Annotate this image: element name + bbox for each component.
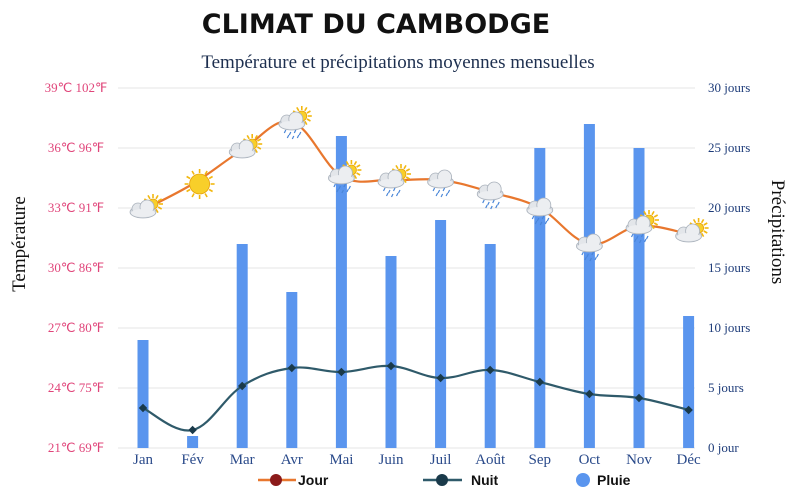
cloud-rain-icon xyxy=(576,233,603,262)
legend-label-nuit: Nuit xyxy=(471,472,499,488)
x-tick-label: Nov xyxy=(626,452,652,468)
night-point xyxy=(436,373,445,383)
y-axis-label-left: Température xyxy=(9,196,30,292)
x-tick-label: Avr xyxy=(281,452,303,468)
rain-bar xyxy=(633,148,645,448)
chart-subtitle: Température et précipitations moyennes m… xyxy=(201,52,594,73)
partly-cloudy-icon xyxy=(228,134,263,159)
y-tick-right: 0 jour xyxy=(708,440,739,455)
y-tick-right: 5 jours xyxy=(708,380,744,395)
series-line-nuit xyxy=(142,364,689,432)
cloud-rain-icon xyxy=(476,181,504,210)
grid-lines xyxy=(118,87,695,449)
rain-bar xyxy=(683,316,695,448)
rain-bars xyxy=(137,124,695,448)
rain-bar xyxy=(236,244,248,448)
partly-cloudy-icon xyxy=(129,194,163,219)
night-point xyxy=(287,363,297,373)
y-tick-left: 39℃ 102℉ xyxy=(45,80,108,95)
night-point xyxy=(237,381,247,391)
y-axis-left-ticks: 21℃ 69℉ 24℃ 75℉ 27℃ 80℉ 30℃ 86℉ 33℃ 91℉ 36℃ 9… xyxy=(45,80,108,455)
y-tick-left: 24℃ 75℉ xyxy=(48,380,104,395)
y-tick-left: 33℃ 91℉ xyxy=(48,200,104,215)
x-tick-label: Fév xyxy=(181,452,204,468)
night-point xyxy=(188,425,197,435)
rain-bar xyxy=(534,148,546,448)
x-tick-label: Mai xyxy=(329,452,353,468)
y-tick-left: 30℃ 86℉ xyxy=(48,260,104,275)
legend-item-pluie: Pluie xyxy=(576,472,631,488)
night-point xyxy=(535,377,545,387)
cloud-rain-icon xyxy=(427,169,455,198)
rain-bar xyxy=(435,220,447,448)
rain-bar xyxy=(335,136,347,448)
y-tick-right: 30 jours xyxy=(708,80,750,95)
partly-cloudy-rain-icon xyxy=(377,164,411,198)
rain-bar xyxy=(583,124,595,448)
x-tick-label: Sep xyxy=(529,452,552,468)
x-tick-label: Juin xyxy=(378,452,404,468)
x-tick-label: Oct xyxy=(579,452,601,468)
partly-cloudy-rain-icon xyxy=(625,210,659,244)
temperature-lines xyxy=(138,120,693,435)
y-tick-right: 15 jours xyxy=(708,260,750,275)
x-tick-label: Jan xyxy=(133,452,153,468)
chart-title: CLIMAT DU CAMBODGE xyxy=(202,9,550,40)
night-point xyxy=(138,403,148,413)
rain-bar xyxy=(484,244,496,448)
y-tick-right: 20 jours xyxy=(708,200,750,215)
partly-cloudy-rain-icon xyxy=(278,106,312,140)
legend-label-jour: Jour xyxy=(298,472,329,488)
legend-item-jour: Jour xyxy=(258,472,329,488)
y-tick-left: 21℃ 69℉ xyxy=(48,440,104,455)
legend-item-nuit: Nuit xyxy=(423,472,499,488)
y-axis-right-ticks: 0 jour 5 jours 10 jours 15 jours 20 jours 25 … xyxy=(708,80,750,455)
rain-bar xyxy=(137,340,149,448)
sun-icon xyxy=(184,169,215,199)
y-tick-right: 25 jours xyxy=(708,140,750,155)
rain-bar xyxy=(187,436,199,448)
night-point xyxy=(684,405,693,415)
series-line-jour xyxy=(142,120,689,246)
y-tick-right: 10 jours xyxy=(708,320,750,335)
y-axis-label-right: Précipitations xyxy=(767,180,788,284)
partly-cloudy-icon xyxy=(675,218,709,243)
x-axis-ticks: Jan Fév Mar Avr Mai Juin Juil Août Sep Oct Nov Déc xyxy=(133,452,701,468)
x-tick-label: Juil xyxy=(430,452,452,468)
weather-icons xyxy=(129,106,709,262)
rain-bar xyxy=(385,256,397,448)
legend: Jour Nuit Pluie xyxy=(258,472,631,488)
x-tick-label: Déc xyxy=(677,452,701,468)
x-tick-label: Mar xyxy=(230,452,255,468)
y-tick-left: 27℃ 80℉ xyxy=(48,320,104,335)
night-point xyxy=(386,361,396,371)
night-point xyxy=(585,389,594,399)
partly-cloudy-rain-icon xyxy=(327,160,362,194)
y-tick-left: 36℃ 96℉ xyxy=(48,140,104,155)
legend-label-pluie: Pluie xyxy=(597,472,631,488)
x-tick-label: Août xyxy=(475,452,506,468)
night-point xyxy=(634,393,644,403)
night-point xyxy=(485,365,495,375)
cloud-rain-icon xyxy=(526,197,554,226)
night-point xyxy=(337,367,346,377)
